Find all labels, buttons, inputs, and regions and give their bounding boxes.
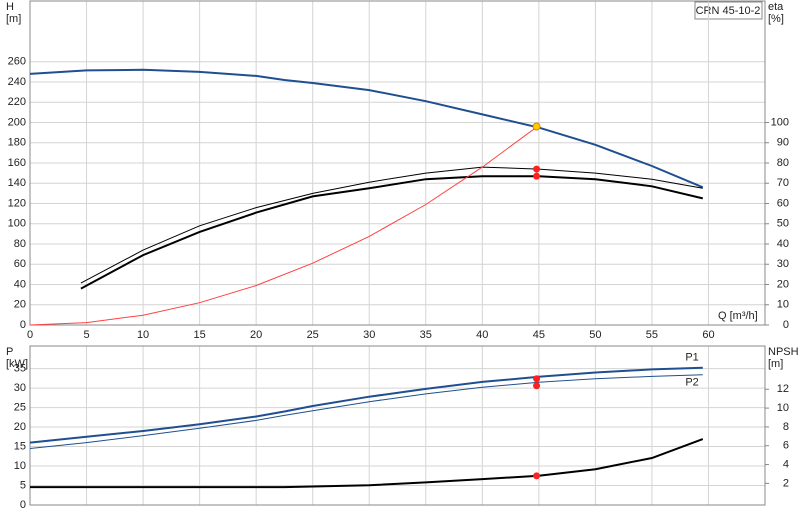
x-tick-label: 10 — [137, 329, 149, 341]
y-tick-label: 25 — [14, 401, 26, 413]
x-tick-label: 45 — [533, 329, 545, 341]
y2-tick-label: 40 — [777, 238, 789, 250]
y-tick-label: 200 — [8, 116, 26, 128]
y2-tick-label: 30 — [777, 258, 789, 270]
y-tick-label: 240 — [8, 76, 26, 88]
curve — [29, 125, 540, 326]
curve — [29, 374, 703, 449]
y2-tick-label: 4 — [783, 458, 789, 470]
x-tick-label: 25 — [307, 329, 319, 341]
curve — [80, 175, 704, 290]
y-tick-label: 5 — [20, 479, 26, 491]
x-tick-label: 20 — [250, 329, 262, 341]
x-tick-label: 15 — [193, 329, 205, 341]
y-tick-label: 30 — [14, 382, 26, 394]
y2-tick-label: 10 — [777, 402, 789, 414]
x-tick-label: 5 — [83, 329, 89, 341]
x-tick-label: 35 — [420, 329, 432, 341]
plot-frame — [29, 345, 766, 506]
y-tick-label: 20 — [14, 421, 26, 433]
y2-axis-label: [%] — [768, 13, 784, 25]
y2-tick-label: 50 — [777, 218, 789, 230]
annotation: CRN 45-10-2 — [696, 5, 761, 17]
curve — [29, 68, 704, 189]
y2-tick-label: 0 — [783, 319, 789, 331]
x-axis-label: Q [m³/h] — [718, 310, 758, 322]
y2-tick-label: 2 — [783, 477, 789, 489]
y-axis-label: [kW] — [6, 358, 28, 370]
y2-tick-label: 6 — [783, 440, 789, 452]
x-tick-label: 55 — [646, 329, 658, 341]
duty-point — [533, 382, 541, 390]
y2-axis-label: [m] — [768, 358, 783, 370]
y2-tick-label: 70 — [777, 177, 789, 189]
curve — [30, 438, 704, 489]
duty-point — [533, 375, 541, 383]
y2-tick-label: 10 — [777, 299, 789, 311]
y-tick-label: 180 — [8, 137, 26, 149]
y-tick-label: 100 — [8, 218, 26, 230]
plot-frame — [29, 0, 766, 326]
y-tick-label: 60 — [14, 258, 26, 270]
y2-tick-label: 8 — [783, 421, 789, 433]
y2-axis-label: eta — [768, 1, 784, 13]
curve — [80, 166, 703, 284]
y-tick-label: 20 — [14, 299, 26, 311]
annotation-box — [694, 1, 763, 20]
y-tick-label: 140 — [8, 177, 26, 189]
y-tick-label: 260 — [8, 56, 26, 68]
y-tick-label: 120 — [8, 197, 26, 209]
y-tick-label: 0 — [20, 319, 26, 331]
y-tick-label: 40 — [14, 278, 26, 290]
y2-tick-label: 12 — [777, 383, 789, 395]
y2-tick-label: 80 — [777, 157, 789, 169]
y-axis-label: P — [6, 346, 13, 358]
series-label: P1 — [685, 352, 698, 364]
y-tick-label: 160 — [8, 157, 26, 169]
y2-axis-label: NPSH — [768, 346, 799, 358]
x-tick-label: 0 — [27, 329, 33, 341]
y-tick-label: 15 — [14, 440, 26, 452]
series-label: P2 — [685, 377, 698, 389]
y-axis-label: [m] — [6, 13, 21, 25]
y-tick-label: 220 — [8, 96, 26, 108]
y2-tick-label: 90 — [777, 137, 789, 149]
duty-point — [532, 122, 541, 131]
y-tick-label: 35 — [14, 363, 26, 375]
y2-tick-label: 20 — [777, 278, 789, 290]
y-tick-label: 80 — [14, 238, 26, 250]
duty-point — [533, 172, 541, 180]
x-tick-label: 30 — [363, 329, 375, 341]
y2-tick-label: 60 — [777, 197, 789, 209]
curve — [29, 366, 703, 444]
x-tick-label: 60 — [702, 329, 714, 341]
y-axis-label: H — [6, 1, 14, 13]
y-tick-label: 10 — [14, 460, 26, 472]
x-tick-label: 40 — [476, 329, 488, 341]
y-tick-label: 0 — [20, 499, 26, 511]
y2-tick-label: 100 — [771, 116, 789, 128]
duty-point — [533, 472, 541, 480]
duty-point — [533, 165, 541, 173]
x-tick-label: 50 — [589, 329, 601, 341]
